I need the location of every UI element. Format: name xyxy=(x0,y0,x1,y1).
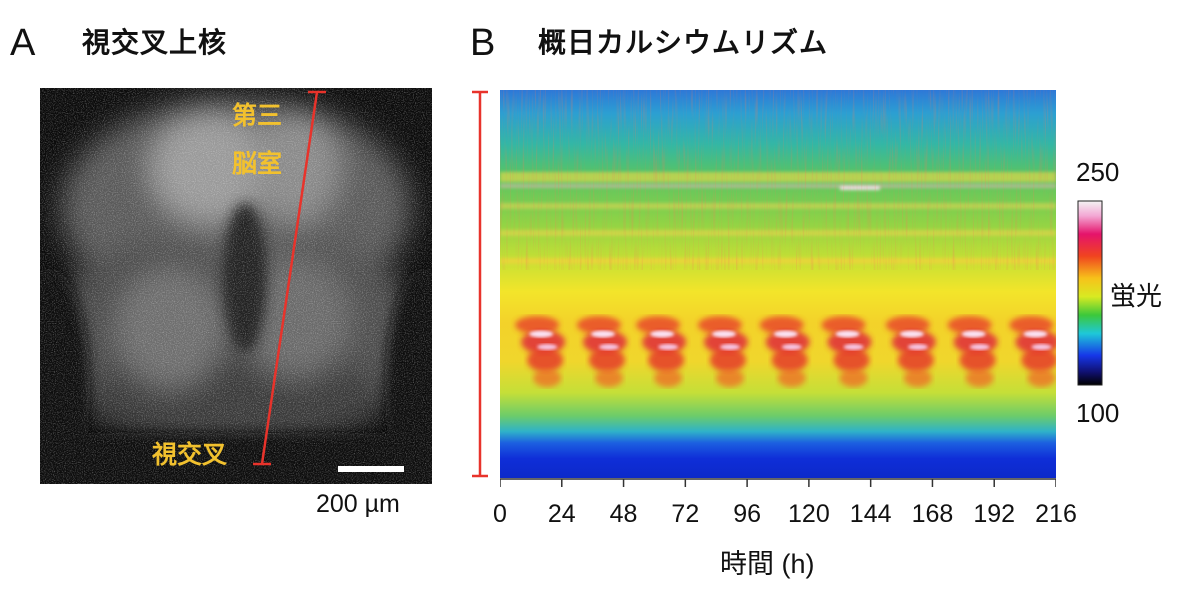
x-tick-label: 48 xyxy=(609,500,638,528)
x-axis-label: 時間 (h) xyxy=(720,549,815,579)
panel-b-letter: B xyxy=(470,22,496,64)
circadian-peak xyxy=(576,316,627,387)
circadian-peak xyxy=(697,316,748,387)
circadian-peak xyxy=(885,316,936,387)
panel-b-title: 概日カルシウムリズム xyxy=(538,26,829,59)
red-measure-line-a xyxy=(260,91,319,465)
x-tick-label: 0 xyxy=(493,500,507,528)
scale-bar xyxy=(338,466,404,472)
panel-a-letter: A xyxy=(10,22,36,64)
colorbar xyxy=(1077,200,1103,386)
circadian-peak xyxy=(636,316,687,387)
red-range-bar-b xyxy=(472,90,488,478)
label-third-ventricle-line2: 脳室 xyxy=(232,149,283,178)
x-tick-label: 24 xyxy=(547,500,576,528)
calcium-heatmap xyxy=(500,90,1056,478)
circadian-peak xyxy=(821,316,872,387)
circadian-peak xyxy=(515,316,566,387)
x-tick-label: 192 xyxy=(973,500,1016,528)
circadian-peak xyxy=(759,316,810,387)
x-tick-label: 168 xyxy=(911,500,954,528)
x-tick-label: 72 xyxy=(671,500,700,528)
label-optic-chiasm: 視交叉 xyxy=(152,440,228,469)
scn-micrograph xyxy=(40,88,432,484)
colorbar-max-label: 250 xyxy=(1076,157,1120,187)
panel-a-title: 視交叉上核 xyxy=(82,26,228,59)
label-third-ventricle-line1: 第三 xyxy=(232,101,283,130)
colorbar-min-label: 100 xyxy=(1076,398,1120,428)
x-tick-label: 216 xyxy=(1035,500,1077,528)
x-tick-label: 120 xyxy=(788,500,830,528)
x-tick-label: 96 xyxy=(733,500,762,528)
circadian-peak xyxy=(1009,316,1056,387)
circadian-peak xyxy=(947,316,998,387)
scale-bar-label: 200 µm xyxy=(316,490,400,518)
colorbar-title: 蛍光 xyxy=(1110,282,1163,312)
x-tick-label: 144 xyxy=(849,500,892,528)
x-axis xyxy=(500,478,1056,487)
